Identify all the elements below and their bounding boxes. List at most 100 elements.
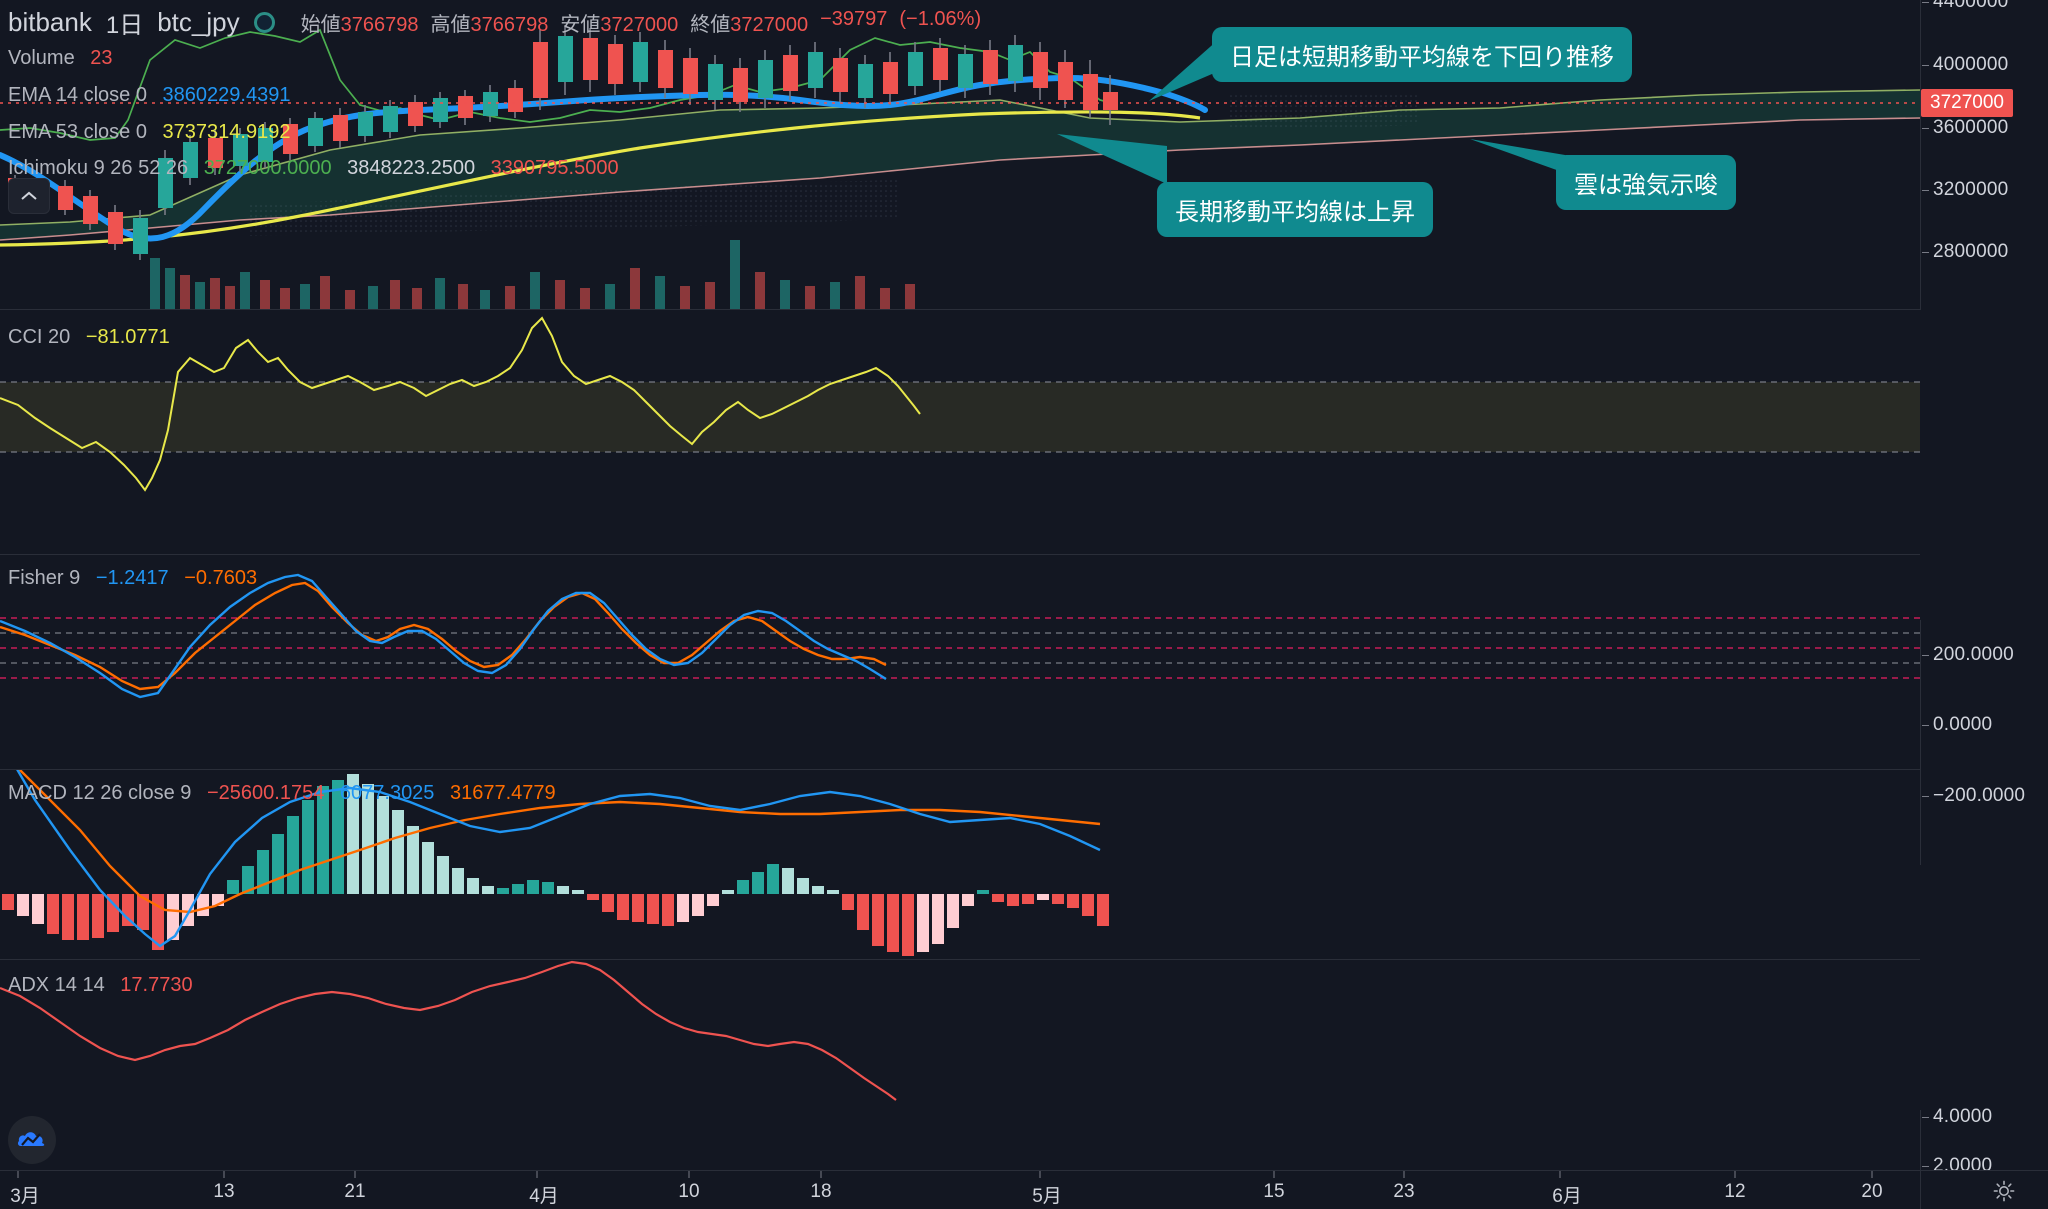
chart-header: bitbank 1日 btc_jpy 始値3766798 高値3766798 安… bbox=[8, 5, 981, 40]
ohlc-value: 3727000 bbox=[730, 14, 809, 36]
adx-pane[interactable]: 40.0000 30.0000 20.0000 bbox=[0, 960, 1920, 1170]
time-tick-label: 15 bbox=[1263, 1181, 1285, 1202]
time-tick-label: 6月 bbox=[1552, 1186, 1582, 1207]
time-axis[interactable]: 3月 13 21 4月 10 18 5月 15 23 6月 12 20 bbox=[0, 1170, 2048, 1209]
legend-ema53[interactable]: EMA 53 close 0 3737314.9192 bbox=[8, 122, 290, 142]
cci-axis[interactable]: 200.0000 0.0000 −200.0000 bbox=[1920, 620, 2048, 865]
callout-text: 雲は強気示唆 bbox=[1574, 172, 1718, 199]
time-tick-label: 12 bbox=[1724, 1181, 1746, 1202]
chevron-up-icon bbox=[21, 191, 37, 200]
callout-text: 長期移動平均線は上昇 bbox=[1175, 199, 1415, 226]
cloud-chart-logo-icon[interactable] bbox=[8, 1116, 56, 1164]
cci-pane[interactable]: 200.0000 0.0000 −200.0000 bbox=[0, 310, 2025, 865]
legend-name: CCI 20 bbox=[8, 326, 71, 348]
time-tick-label: 10 bbox=[678, 1181, 700, 1202]
time-tick-label: 3月 bbox=[10, 1186, 40, 1207]
legend-value: 17.7730 bbox=[120, 974, 193, 996]
legend-ema14[interactable]: EMA 14 close 0 3860229.4391 bbox=[8, 85, 290, 105]
ohlc-value: 3727000 bbox=[600, 14, 679, 36]
legend-fisher[interactable]: Fisher 9 −1.2417 −0.7603 bbox=[8, 568, 257, 588]
ohlc-key: 始値 bbox=[300, 14, 341, 36]
legend-value: 3737314.9192 bbox=[162, 121, 291, 143]
callout-short-ma[interactable]: 日足は短期移動平均線を下回り推移 bbox=[1149, 27, 1632, 101]
time-tick-label: 23 bbox=[1393, 1181, 1415, 1202]
candlestick-series bbox=[8, 25, 1118, 260]
time-tick-label: 5月 bbox=[1032, 1186, 1062, 1207]
ema53-line bbox=[0, 110, 1201, 247]
cci-plot-area[interactable] bbox=[0, 310, 1920, 554]
collapse-pane-button[interactable] bbox=[8, 178, 50, 214]
legend-value: 6077.3025 bbox=[339, 782, 435, 804]
symbol-label[interactable]: btc_jpy bbox=[157, 7, 240, 37]
adx-plot-area[interactable] bbox=[0, 960, 1920, 1170]
legend-name: Volume bbox=[8, 47, 75, 69]
legend-ichimoku[interactable]: Ichimoku 9 26 52 26 3727000.0000 3848223… bbox=[8, 158, 619, 178]
legend-value: 3727000.0000 bbox=[203, 157, 332, 179]
legend-value: 3860229.4391 bbox=[162, 84, 291, 106]
current-price-value: 3727000 bbox=[1930, 92, 2004, 113]
callout-text: 日足は短期移動平均線を下回り推移 bbox=[1230, 44, 1614, 71]
axis-divider bbox=[1920, 620, 1921, 865]
price-axis[interactable]: 4400000 4000000 3600000 3200000 2800000 … bbox=[1920, 0, 2048, 310]
fisher-plot-area[interactable] bbox=[0, 555, 1920, 769]
legend-value: 3390795.5000 bbox=[490, 157, 619, 179]
callout-long-ma[interactable]: 長期移動平均線は上昇 bbox=[1057, 134, 1433, 237]
interval-label[interactable]: 1日 bbox=[105, 12, 144, 39]
ohlc-key: 高値 bbox=[430, 14, 471, 36]
ohlc-key: 安値 bbox=[560, 14, 601, 36]
time-tick-label: 4月 bbox=[529, 1186, 559, 1207]
legend-value: −1.2417 bbox=[95, 567, 169, 589]
adx-chart-svg bbox=[0, 960, 897, 1101]
ohlc-key: 終値 bbox=[690, 14, 731, 36]
ichimoku-senkou-b bbox=[0, 117, 1920, 241]
macd-histogram bbox=[2, 774, 1109, 956]
legend-value: 3848223.2500 bbox=[347, 157, 476, 179]
price-pane[interactable]: 4400000 4000000 3600000 3200000 2800000 … bbox=[0, 0, 2013, 310]
record-dot-icon bbox=[253, 12, 275, 33]
macd-plot-area[interactable] bbox=[0, 770, 1920, 959]
macd-chart-svg bbox=[2, 770, 1109, 956]
macd-pane[interactable]: 100000.0000 0.0000 bbox=[0, 770, 1920, 960]
sun-settings-icon[interactable] bbox=[1993, 1180, 2015, 1202]
price-change-pct: (−1.06%) bbox=[899, 8, 982, 30]
ohlc-value: 3766798 bbox=[340, 14, 419, 36]
axis-divider bbox=[1920, 1110, 1921, 1209]
callout-tail-icon bbox=[1470, 139, 1565, 173]
kijun-line bbox=[0, 28, 1116, 141]
time-tick-label: 13 bbox=[213, 1181, 235, 1202]
legend-value: 31677.4779 bbox=[450, 782, 556, 804]
callout-cloud[interactable]: 雲は強気示唆 bbox=[1470, 139, 1736, 210]
axis-divider bbox=[1920, 0, 1921, 310]
price-plot-area[interactable] bbox=[0, 0, 1920, 309]
exchange-label[interactable]: bitbank bbox=[8, 7, 92, 37]
legend-name: Fisher 9 bbox=[8, 567, 81, 589]
fisher-pane[interactable]: 4.0000 2.0000 0.0000 −2.0000 bbox=[0, 555, 1992, 1209]
fisher-chart-svg bbox=[0, 573, 1920, 699]
ichimoku-cloud-bear bbox=[250, 180, 900, 236]
legend-name: EMA 14 close 0 bbox=[8, 84, 147, 106]
legend-value: −25600.1754 bbox=[206, 782, 325, 804]
time-tick-label: 18 bbox=[810, 1181, 832, 1202]
time-tick-label: 20 bbox=[1861, 1181, 1883, 1202]
legend-adx[interactable]: ADX 14 14 17.7730 bbox=[8, 975, 193, 995]
ohlc-values: 始値3766798 高値3766798 安値3727000 終値3727000 … bbox=[301, 8, 982, 37]
legend-value: −81.0771 bbox=[85, 326, 170, 348]
logo-glyph-icon bbox=[17, 1132, 45, 1146]
callout-tail-icon bbox=[1057, 134, 1167, 184]
cci-chart-svg bbox=[0, 316, 1920, 492]
legend-name: MACD 12 26 close 9 bbox=[8, 782, 192, 804]
legend-name: ADX 14 14 bbox=[8, 974, 105, 996]
current-price-badge[interactable]: 3727000 bbox=[1921, 89, 2013, 117]
legend-volume[interactable]: Volume 23 bbox=[8, 48, 113, 68]
legend-cci[interactable]: CCI 20 −81.0771 bbox=[8, 327, 170, 347]
ohlc-value: 3766798 bbox=[470, 14, 549, 36]
legend-value: −0.7603 bbox=[184, 567, 258, 589]
ichimoku-cloud-bear-2 bbox=[1230, 92, 1420, 130]
time-axis-divider bbox=[1920, 1171, 1921, 1209]
price-change: −39797 bbox=[820, 8, 888, 30]
legend-value: 23 bbox=[90, 47, 113, 69]
cci-band bbox=[0, 382, 1920, 452]
legend-macd[interactable]: MACD 12 26 close 9 −25600.1754 6077.3025… bbox=[8, 783, 556, 803]
price-chart-svg bbox=[0, 25, 1920, 309]
